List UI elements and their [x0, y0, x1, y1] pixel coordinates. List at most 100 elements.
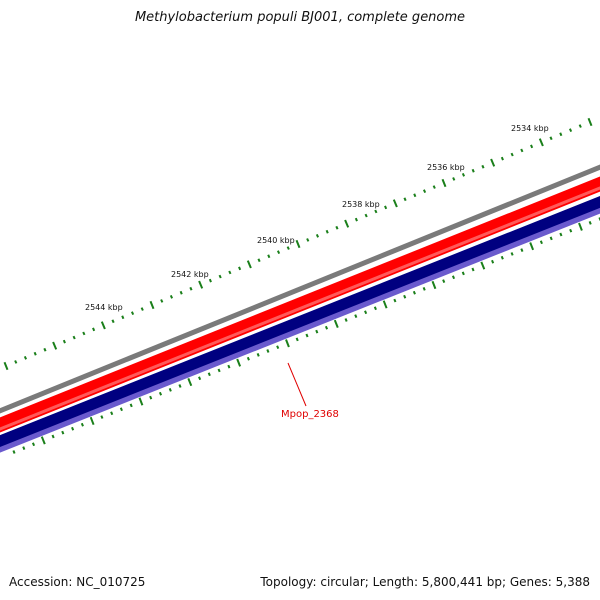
inner-scale-minor-tick	[559, 232, 563, 237]
accession-text: Accession: NC_010725	[9, 575, 146, 589]
inner-scale-minor-tick	[227, 364, 231, 369]
inner-scale-minor-tick	[442, 279, 446, 283]
scale-label-2538-kbp: 2538 kbp	[342, 200, 380, 209]
inner-scale-minor-tick	[344, 318, 348, 322]
outer-scale-minor-tick	[140, 307, 144, 311]
scale-label-2542-kbp: 2542 kbp	[171, 270, 209, 279]
inner-scale-minor-tick	[539, 240, 543, 245]
inner-scale-major-tick	[431, 280, 437, 290]
outer-scale-minor-tick	[228, 270, 232, 275]
inner-scale-minor-tick	[549, 236, 553, 241]
outer-scale-minor-tick	[121, 315, 125, 320]
map-title: Methylobacterium populi BJ001, complete …	[134, 10, 466, 25]
inner-scale-minor-tick	[51, 434, 55, 439]
inner-scale-major-tick	[529, 242, 535, 251]
inner-scale-minor-tick	[569, 228, 573, 233]
inner-scale-major-tick	[187, 378, 193, 387]
outer-scale-major-tick	[441, 178, 447, 188]
inner-scale-minor-tick	[412, 290, 416, 295]
outer-scale-major-tick	[52, 341, 58, 350]
inner-scale-minor-tick	[80, 422, 84, 427]
outer-scale-minor-tick	[325, 229, 329, 234]
outer-scale-major-tick	[100, 321, 106, 330]
inner-scale-minor-tick	[71, 426, 75, 431]
inner-scale-minor-tick	[256, 353, 260, 357]
outer-scale-minor-tick	[72, 335, 76, 340]
inner-scale-major-tick	[285, 339, 290, 348]
outer-scale-minor-tick	[33, 351, 37, 356]
inner-scale-minor-tick	[588, 221, 592, 225]
gene-label-leader	[287, 362, 307, 407]
inner-scale-minor-tick	[461, 271, 465, 276]
outer-scale-major-tick	[344, 219, 350, 228]
outer-scale-minor-tick	[510, 152, 514, 157]
outer-scale-minor-tick	[23, 355, 28, 360]
outer-scale-minor-tick	[471, 168, 475, 173]
reverse-strand-track	[0, 195, 600, 447]
outer-scale-minor-tick	[364, 213, 368, 218]
backbone-track	[0, 164, 600, 414]
outer-scale-minor-tick	[568, 128, 573, 133]
inner-scale-minor-tick	[500, 255, 504, 260]
inner-scale-minor-tick	[276, 345, 280, 349]
inner-scale-minor-tick	[373, 306, 377, 311]
inner-scale-minor-tick	[451, 275, 456, 280]
outer-scale-minor-tick	[160, 299, 164, 303]
outer-scale-minor-tick	[335, 225, 339, 230]
inner-scale-major-tick	[138, 397, 144, 406]
inner-scale-major-tick	[40, 436, 46, 445]
outer-scale-minor-tick	[14, 360, 18, 364]
inner-scale-major-tick	[236, 358, 242, 367]
outer-scale-minor-tick	[559, 132, 563, 137]
outer-scale-minor-tick	[520, 148, 524, 153]
inner-scale-minor-tick	[119, 407, 123, 412]
outer-scale-minor-tick	[130, 311, 135, 316]
outer-scale-minor-tick	[257, 258, 261, 263]
inner-scale-minor-tick	[520, 248, 524, 252]
outer-scale-major-tick	[490, 158, 496, 167]
inner-scale-minor-tick	[403, 294, 407, 299]
outer-scale-major-tick	[392, 199, 398, 208]
inner-scale-minor-tick	[61, 430, 65, 435]
forward-strand-track	[0, 176, 600, 433]
outer-scale-minor-tick	[238, 266, 242, 271]
outer-scale-ticks	[3, 117, 593, 371]
inner-scale-minor-tick	[168, 388, 172, 392]
outer-scale-major-tick	[295, 239, 301, 249]
outer-scale-major-tick	[198, 280, 204, 289]
outer-scale-minor-tick	[500, 156, 504, 161]
inner-scale-minor-tick	[295, 337, 299, 342]
outer-scale-minor-tick	[315, 233, 320, 238]
outer-scale-minor-tick	[530, 144, 534, 149]
outer-scale-major-tick	[149, 300, 155, 310]
inner-scale-minor-tick	[324, 325, 329, 330]
inner-scale-minor-tick	[364, 310, 368, 315]
inner-scale-major-tick	[382, 300, 388, 309]
outer-scale-major-tick	[246, 260, 252, 269]
inner-scale-minor-tick	[110, 411, 114, 416]
inner-scale-minor-tick	[315, 329, 319, 334]
inner-scale-minor-tick	[207, 372, 211, 377]
outer-scale-minor-tick	[461, 172, 466, 177]
inner-scale-minor-tick	[178, 384, 182, 388]
outer-scale-minor-tick	[384, 205, 388, 210]
outer-scale-minor-tick	[189, 286, 193, 291]
inner-scale-major-tick	[89, 416, 95, 426]
inner-scale-major-tick	[578, 222, 583, 231]
inner-scale-minor-tick	[129, 403, 133, 408]
outer-scale-minor-tick	[306, 238, 310, 242]
outer-scale-minor-tick	[82, 331, 86, 336]
outer-scale-major-tick	[3, 361, 9, 371]
inner-scale-minor-tick	[100, 415, 104, 419]
inner-scale-minor-tick	[158, 391, 163, 396]
outer-scale-minor-tick	[354, 217, 358, 222]
inner-scale-minor-tick	[198, 376, 202, 381]
inner-scale-minor-tick	[491, 259, 495, 264]
outer-scale-minor-tick	[422, 189, 427, 194]
scale-label-2544-kbp: 2544 kbp	[85, 303, 123, 312]
outer-scale-minor-tick	[432, 185, 436, 189]
outer-scale-minor-tick	[92, 327, 96, 332]
scale-label-2540-kbp: 2540 kbp	[257, 236, 295, 245]
scale-label-2534-kbp: 2534 kbp	[511, 124, 549, 133]
